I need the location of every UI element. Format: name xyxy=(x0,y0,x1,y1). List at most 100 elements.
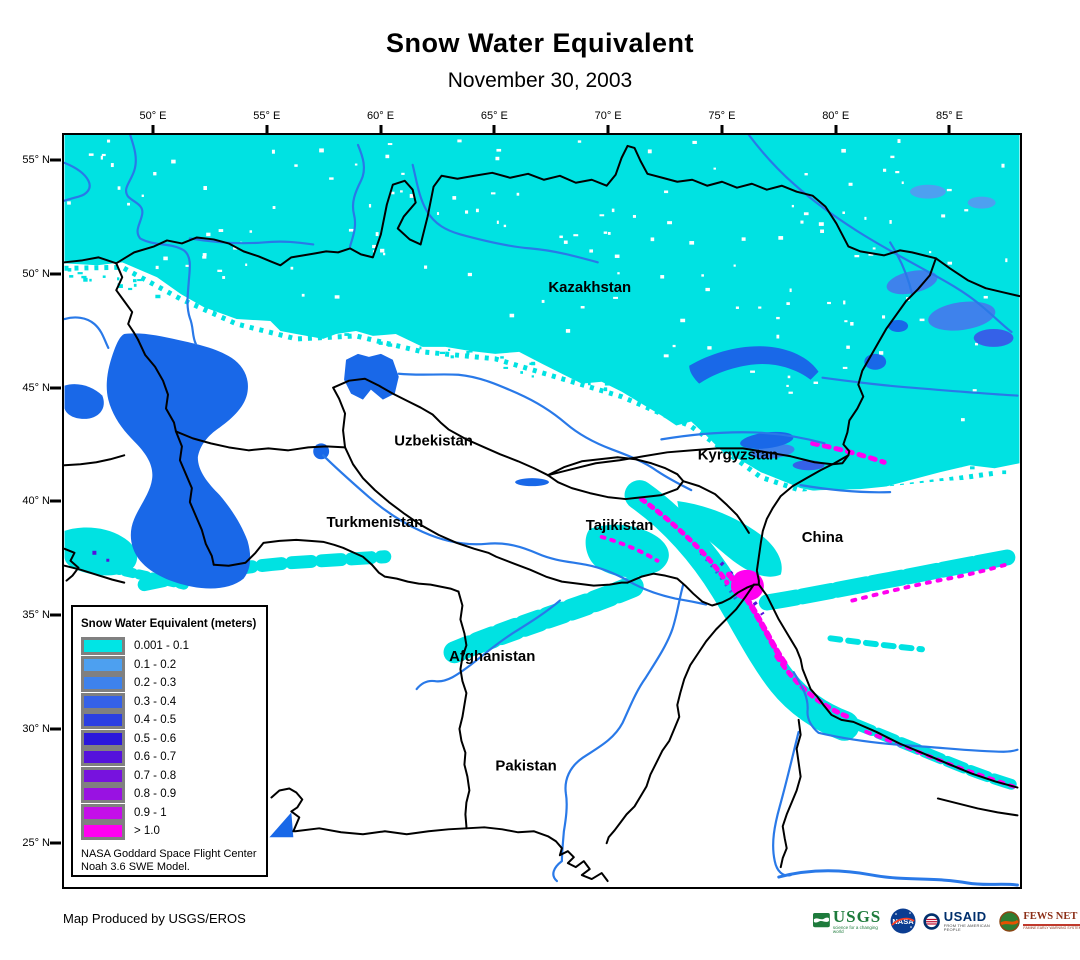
lon-tick-mark xyxy=(720,125,724,133)
makran-coast xyxy=(270,787,563,857)
legend-entry: > 1.0 xyxy=(81,822,262,841)
country-label-afghanistan: Afghanistan xyxy=(449,648,535,665)
lon-tick-mark xyxy=(834,125,838,133)
legend-credit-line2: Noah 3.6 SWE Model. xyxy=(81,860,190,873)
legend-credit: NASA Goddard Space Flight Center Noah 3.… xyxy=(81,848,262,874)
caspian-maritime-line xyxy=(137,338,215,566)
helmand-river xyxy=(415,599,561,691)
legend-entry-label: 0.9 - 1 xyxy=(134,806,167,819)
indus-river xyxy=(552,583,685,883)
himalaya-border xyxy=(757,583,1019,789)
lon-tick-label: 80° E xyxy=(822,110,850,122)
legend-entry: 0.001 - 0.1 xyxy=(81,637,262,656)
legend-credit-line1: NASA Goddard Space Flight Center xyxy=(81,847,257,860)
lon-tick-label: 60° E xyxy=(367,110,395,122)
legend-entry: 0.4 - 0.5 xyxy=(81,711,262,730)
map-frame: Kazakhstan Uzbekistan Turkmenistan Kyrgyzst… xyxy=(62,133,1022,889)
irtysh-river xyxy=(747,135,1013,334)
lon-tick-label: 50° E xyxy=(139,110,167,122)
legend-swatch xyxy=(81,822,125,841)
legend-swatch xyxy=(81,785,125,804)
lake-zaysan xyxy=(888,320,909,332)
usaid-tagline: FROM THE AMERICAN PEOPLE xyxy=(943,923,990,932)
fewsnet-tagline: FAMINE EARLY WARNING SYSTEMS NETWORK xyxy=(1023,925,1080,930)
durand-line xyxy=(605,583,755,845)
caspian-sea xyxy=(106,333,251,589)
legend-entry-label: > 1.0 xyxy=(134,825,160,838)
country-label-uzbekistan: Uzbekistan xyxy=(394,432,473,449)
lat-tick-label: 40° N xyxy=(22,495,50,508)
persian-gulf-water xyxy=(269,812,294,838)
lat-tick-label: 35° N xyxy=(22,609,50,622)
lon-tick-mark xyxy=(947,125,951,133)
ili-river xyxy=(821,376,1019,397)
lon-tick-label: 55° E xyxy=(253,110,281,122)
caspian-nw-arm xyxy=(64,384,104,419)
fergana-valley-white xyxy=(601,462,685,493)
nasa-meatball-icon: NASA xyxy=(890,908,916,934)
usgs-wordmark: USGS xyxy=(832,906,882,926)
lat-tick-mark xyxy=(50,727,61,731)
usaid-logo: USAID FROM THE AMERICAN PEOPLE xyxy=(923,910,992,933)
lat-tick-mark xyxy=(50,272,61,276)
page-subtitle: November 30, 2003 xyxy=(447,69,633,92)
snow-speckles xyxy=(67,139,1008,475)
snow-edge-fringe xyxy=(64,264,995,500)
map-credit: Map Produced by USGS/EROS xyxy=(63,911,246,926)
country-label-china: China xyxy=(802,529,844,546)
legend-entry-label: 0.7 - 0.8 xyxy=(134,769,177,782)
fewsnet-globe-icon xyxy=(999,910,1021,932)
fewsnet-logo: FEWS NET FAMINE EARLY WARNING SYSTEMS NE… xyxy=(999,910,1080,932)
lon-tick-label: 75° E xyxy=(708,110,736,122)
country-label-pakistan: Pakistan xyxy=(495,758,556,775)
legend-entry: 0.1 - 0.2 xyxy=(81,655,262,675)
legend-entry: 0.7 - 0.8 xyxy=(81,766,262,786)
lat-tick-mark xyxy=(50,158,61,162)
legend-rows: 0.001 - 0.1 0.1 - 0.2 0.2 - 0.3 0.3 - 0.4 0.… xyxy=(81,637,262,841)
usgs-tagline: science for a changing world xyxy=(832,924,878,934)
lake-balkhash xyxy=(689,346,819,384)
lon-tick-mark xyxy=(265,125,269,133)
legend-swatch xyxy=(81,692,125,711)
country-label-kazakhstan: Kazakhstan xyxy=(548,279,631,296)
legend-swatch xyxy=(81,711,125,730)
lat-tick-mark xyxy=(50,613,61,617)
legend-swatch xyxy=(81,766,125,785)
legend-entry-label: 0.1 - 0.2 xyxy=(134,658,177,671)
china-border xyxy=(755,257,937,586)
legend-entry: 0.8 - 0.9 xyxy=(81,785,262,804)
lat-tick-mark xyxy=(50,499,61,503)
ural-river xyxy=(124,135,197,345)
logo-row: USGS science for a changing world NASA U… xyxy=(813,904,1080,938)
legend-entry-label: 0.3 - 0.4 xyxy=(134,695,177,708)
swe-blue-patches xyxy=(92,184,1014,616)
lat-tick-mark xyxy=(50,841,61,845)
lat-tick-label: 25° N xyxy=(22,836,50,849)
legend-entry-label: 0.4 - 0.5 xyxy=(134,714,177,727)
map-canvas: Kazakhstan Uzbekistan Turkmenistan Kyrgyzst… xyxy=(64,135,1020,887)
ganges-river xyxy=(777,869,1019,887)
usgs-logo: USGS science for a changing world xyxy=(813,908,883,935)
page-title: Snow Water Equivalent xyxy=(385,28,695,58)
snow-field-north xyxy=(64,135,1020,493)
country-borders xyxy=(64,144,1020,883)
legend-swatch xyxy=(81,674,125,693)
lon-tick-mark xyxy=(151,125,155,133)
country-label-tajikistan: Tajikistan xyxy=(586,517,654,534)
russia-kazakhstan-border xyxy=(115,144,1020,298)
legend-swatch xyxy=(81,803,125,822)
legend-swatch xyxy=(81,655,125,674)
lat-tick-label: 50° N xyxy=(22,267,50,280)
nasa-logo: NASA xyxy=(890,908,916,934)
lat-tick-label: 30° N xyxy=(22,722,50,735)
lon-tick-label: 70° E xyxy=(594,110,622,122)
aydar-lake xyxy=(515,478,549,487)
legend-entry: 0.5 - 0.6 xyxy=(81,729,262,749)
india-pakistan-border xyxy=(779,718,802,869)
country-label-layer: Kazakhstan Uzbekistan Turkmenistan Kyrgyzst… xyxy=(327,279,844,774)
legend-title: Snow Water Equivalent (meters) xyxy=(81,618,257,630)
legend-entry-label: 0.2 - 0.3 xyxy=(134,677,177,690)
amu-darya xyxy=(322,454,708,606)
legend-entry-label: 0.6 - 0.7 xyxy=(134,751,177,764)
country-label-kyrgyzstan: Kyrgyzstan xyxy=(698,446,778,463)
